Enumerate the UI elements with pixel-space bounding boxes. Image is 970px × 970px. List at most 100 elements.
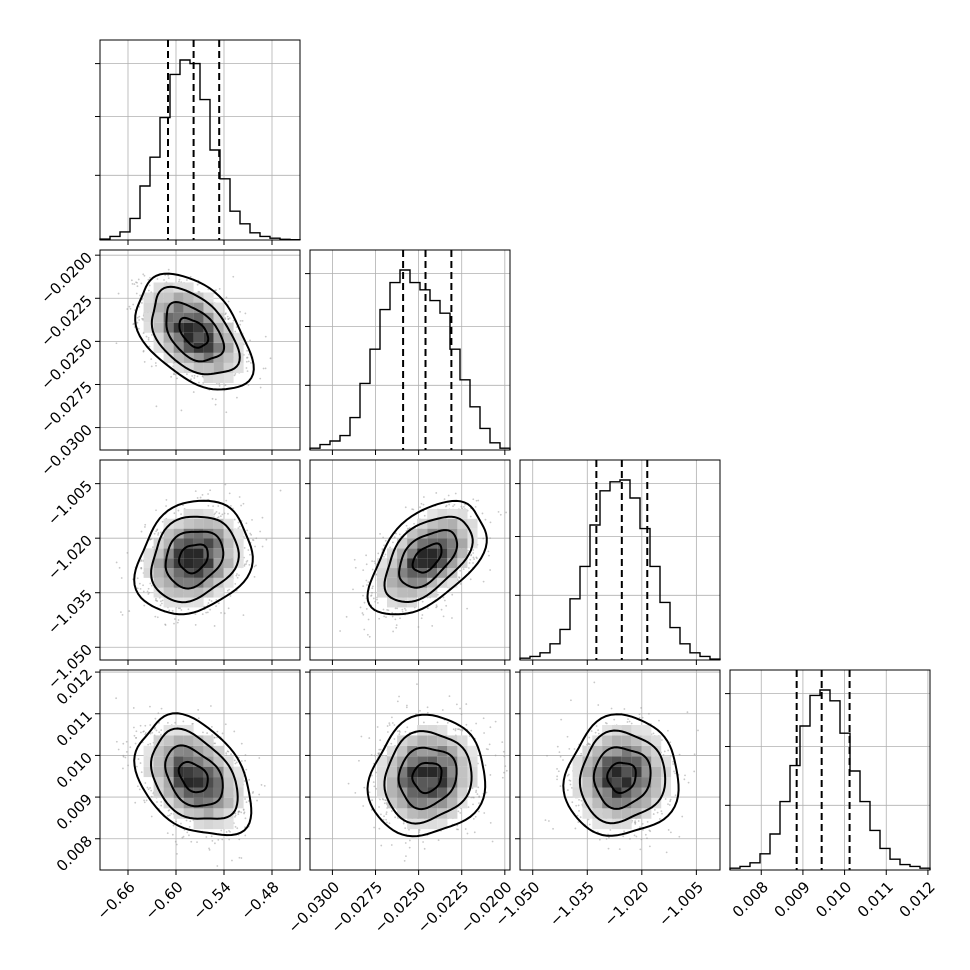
sample-point	[180, 513, 182, 516]
sample-point	[673, 770, 675, 773]
density-cell	[213, 332, 224, 343]
density-cell	[163, 787, 174, 798]
density-cell	[173, 735, 184, 746]
density-cell	[153, 568, 164, 578]
density-cell	[193, 508, 204, 519]
contour-level-2	[383, 730, 473, 825]
density-cell	[621, 808, 632, 819]
density-cell	[213, 528, 224, 539]
density-cell	[213, 787, 224, 798]
density-cell	[153, 342, 164, 353]
histogram-1	[309, 269, 511, 450]
sample-point	[412, 508, 415, 511]
sample-point	[476, 793, 479, 796]
sample-point	[472, 796, 475, 799]
sample-point	[445, 604, 448, 607]
sample-point	[140, 771, 143, 774]
sample-point	[167, 814, 169, 817]
density-cell	[213, 302, 224, 313]
sample-point	[152, 546, 154, 549]
sample-point	[463, 505, 465, 508]
sample-point	[137, 327, 140, 330]
sample-point	[405, 524, 408, 527]
sample-point	[187, 608, 190, 611]
contour-level-2	[383, 515, 474, 604]
sample-point	[379, 739, 382, 742]
density-cell	[602, 756, 612, 767]
sample-point	[646, 837, 648, 840]
density-cell	[611, 808, 622, 819]
sample-point	[247, 360, 250, 363]
sample-point	[363, 601, 366, 604]
sample-point	[191, 723, 194, 725]
sample-point	[630, 722, 633, 725]
sample-point	[567, 773, 570, 776]
sample-point	[381, 797, 384, 800]
density-cell	[397, 745, 408, 757]
sample-point	[134, 801, 137, 804]
density-cell	[417, 777, 428, 788]
sample-point	[122, 754, 125, 757]
sample-point	[238, 525, 241, 528]
sample-point	[568, 747, 571, 750]
density-cell	[417, 818, 428, 830]
sample-point	[165, 499, 168, 501]
density-cell	[447, 766, 458, 778]
sample-point	[618, 848, 621, 851]
density-cell	[592, 735, 603, 746]
density-cell	[376, 766, 388, 778]
sample-point	[115, 697, 118, 700]
sample-point	[233, 730, 236, 733]
sample-point	[499, 513, 502, 516]
sample-point	[167, 268, 170, 271]
sample-point	[247, 800, 250, 802]
density-cell	[193, 587, 204, 598]
sample-point	[354, 566, 357, 569]
density-cell	[213, 745, 224, 757]
density-cell	[447, 745, 458, 757]
density-cell	[582, 756, 593, 767]
density-cell	[592, 818, 603, 830]
sample-point	[206, 611, 209, 614]
sample-point	[635, 835, 638, 838]
sample-point	[626, 721, 629, 723]
sample-point	[373, 785, 376, 788]
sample-point	[574, 827, 577, 830]
density-cell	[407, 797, 418, 809]
density-cell	[417, 745, 428, 757]
sample-point	[156, 801, 158, 803]
sample-point	[240, 857, 243, 859]
density-cell	[173, 332, 184, 343]
density-cell	[437, 538, 448, 549]
sample-point	[461, 729, 464, 732]
sample-point	[234, 330, 237, 333]
sample-point	[265, 538, 268, 541]
sample-point	[638, 713, 641, 716]
density-cell	[631, 756, 642, 767]
density-cell	[233, 558, 244, 569]
sample-point	[401, 608, 404, 611]
density-cell	[447, 577, 458, 588]
sample-point	[213, 736, 216, 739]
sample-point	[155, 597, 157, 600]
density-cell	[173, 548, 184, 559]
density-cell	[163, 312, 174, 323]
sample-point	[580, 752, 583, 755]
sample-point	[365, 554, 368, 557]
sample-point	[150, 538, 153, 541]
density-cell	[427, 568, 438, 578]
density-cell	[203, 777, 214, 788]
sample-point	[155, 729, 158, 732]
density-cell	[233, 777, 244, 788]
sample-point	[640, 707, 642, 709]
sample-point	[189, 820, 192, 823]
sample-point	[160, 602, 163, 605]
sample-point	[604, 721, 607, 724]
sample-point	[149, 732, 152, 735]
sample-point	[475, 791, 477, 793]
density-cell	[223, 518, 234, 529]
sample-point	[218, 382, 221, 385]
density-cell	[611, 818, 622, 830]
sample-point	[366, 633, 369, 636]
density-cell	[387, 577, 398, 588]
